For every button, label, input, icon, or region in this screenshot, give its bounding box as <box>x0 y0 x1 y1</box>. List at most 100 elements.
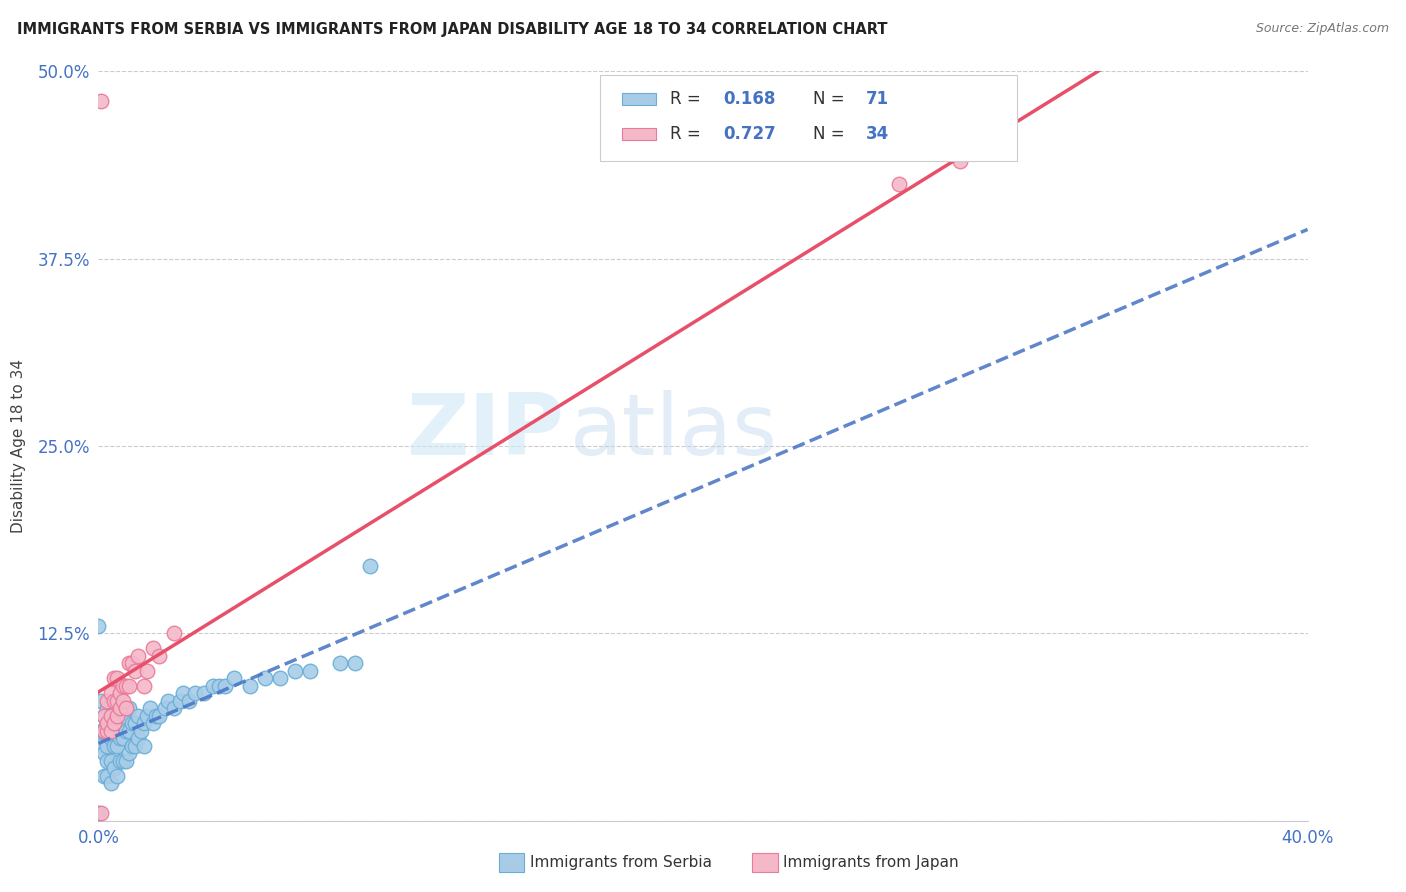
Point <box>118 657 141 671</box>
Point <box>269 671 291 685</box>
Text: R =: R = <box>671 90 706 108</box>
Point <box>127 648 149 663</box>
Point <box>127 708 149 723</box>
Point <box>329 657 352 671</box>
Point <box>100 731 122 746</box>
Point <box>111 731 134 746</box>
Point <box>114 723 136 738</box>
Text: N =: N = <box>813 90 849 108</box>
Point <box>163 626 186 640</box>
Point <box>103 739 125 753</box>
Y-axis label: Disability Age 18 to 34: Disability Age 18 to 34 <box>11 359 27 533</box>
Point <box>96 754 118 768</box>
Text: 0.727: 0.727 <box>724 125 776 143</box>
Text: ZIP: ZIP <box>406 390 564 473</box>
Point <box>132 716 155 731</box>
Point <box>239 679 262 693</box>
Point <box>105 769 128 783</box>
Point <box>135 708 157 723</box>
Point <box>108 701 131 715</box>
Point <box>96 716 118 731</box>
Point <box>111 694 134 708</box>
Point <box>108 686 131 700</box>
Point <box>118 701 141 715</box>
Point <box>90 806 112 821</box>
Point <box>87 619 110 633</box>
Point <box>96 723 118 738</box>
Point <box>105 694 128 708</box>
Text: 34: 34 <box>866 125 890 143</box>
Point <box>108 754 131 768</box>
Point <box>184 686 207 700</box>
Point <box>111 708 134 723</box>
Point <box>105 739 128 753</box>
Point <box>103 694 125 708</box>
Point <box>135 664 157 678</box>
Point <box>142 716 165 731</box>
Point <box>90 739 112 753</box>
Point <box>172 686 194 700</box>
Point <box>118 679 141 693</box>
Point <box>208 679 231 693</box>
Point <box>156 694 179 708</box>
Point <box>124 739 146 753</box>
Point <box>103 694 125 708</box>
Point <box>118 746 141 760</box>
Point <box>118 723 141 738</box>
Point <box>202 679 225 693</box>
Point <box>93 769 115 783</box>
Point <box>96 701 118 715</box>
Point <box>214 679 236 693</box>
Point <box>100 776 122 790</box>
Point <box>163 701 186 715</box>
Point <box>224 671 246 685</box>
Point <box>100 754 122 768</box>
Point <box>121 716 143 731</box>
Point <box>93 708 115 723</box>
Point <box>193 686 215 700</box>
Point <box>100 708 122 723</box>
Point <box>148 648 170 663</box>
Point <box>360 558 382 573</box>
Point <box>100 686 122 700</box>
Point <box>96 716 118 731</box>
Point <box>284 664 307 678</box>
Point <box>111 754 134 768</box>
Point <box>105 708 128 723</box>
Text: 71: 71 <box>866 90 890 108</box>
Point <box>889 177 911 191</box>
Point <box>121 657 143 671</box>
FancyBboxPatch shape <box>600 75 1018 161</box>
Point <box>142 641 165 656</box>
Point <box>96 739 118 753</box>
Point <box>132 739 155 753</box>
Point <box>114 701 136 715</box>
Point <box>127 731 149 746</box>
Bar <box>621 93 655 105</box>
Point <box>169 694 191 708</box>
Point <box>103 761 125 775</box>
Point <box>344 657 367 671</box>
Point <box>132 679 155 693</box>
Point <box>90 95 112 109</box>
Text: 0.168: 0.168 <box>724 90 776 108</box>
Point <box>87 806 110 821</box>
Bar <box>621 128 655 139</box>
Point <box>114 679 136 693</box>
Text: Immigrants from Serbia: Immigrants from Serbia <box>530 855 711 870</box>
Point <box>124 716 146 731</box>
Point <box>90 694 112 708</box>
Point <box>105 671 128 685</box>
Point <box>103 716 125 731</box>
Point <box>253 671 276 685</box>
Point <box>108 701 131 715</box>
Point <box>96 769 118 783</box>
Point <box>93 708 115 723</box>
Text: R =: R = <box>671 125 706 143</box>
Text: IMMIGRANTS FROM SERBIA VS IMMIGRANTS FROM JAPAN DISABILITY AGE 18 TO 34 CORRELAT: IMMIGRANTS FROM SERBIA VS IMMIGRANTS FRO… <box>17 22 887 37</box>
Point <box>949 154 972 169</box>
Text: Immigrants from Japan: Immigrants from Japan <box>783 855 959 870</box>
Point <box>179 694 201 708</box>
Point <box>145 708 167 723</box>
Point <box>139 701 162 715</box>
